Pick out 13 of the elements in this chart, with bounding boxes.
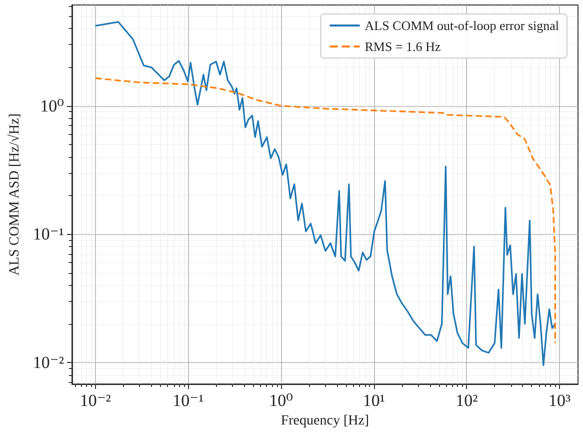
x-tick-label: 10⁻² — [80, 391, 111, 410]
y-tick-label: 10⁻¹ — [32, 224, 64, 244]
x-tick-label: 10² — [456, 391, 478, 410]
y-axis-title: ALS COMM ASD [Hz/√Hz] — [6, 113, 22, 276]
x-tick-label: 10³ — [548, 391, 571, 410]
x-axis-title: Frequency [Hz] — [280, 414, 370, 428]
x-tick-label: 10⁻¹ — [172, 391, 204, 410]
x-tick-label: 10⁰ — [269, 391, 294, 410]
x-tick-label: 10¹ — [362, 391, 385, 410]
legend-label: RMS = 1.6 Hz — [364, 39, 441, 54]
legend-label: ALS COMM out-of-loop error signal — [364, 18, 560, 33]
y-tick-label: 10⁻² — [32, 353, 64, 372]
y-tick-label: 10⁰ — [40, 96, 64, 116]
